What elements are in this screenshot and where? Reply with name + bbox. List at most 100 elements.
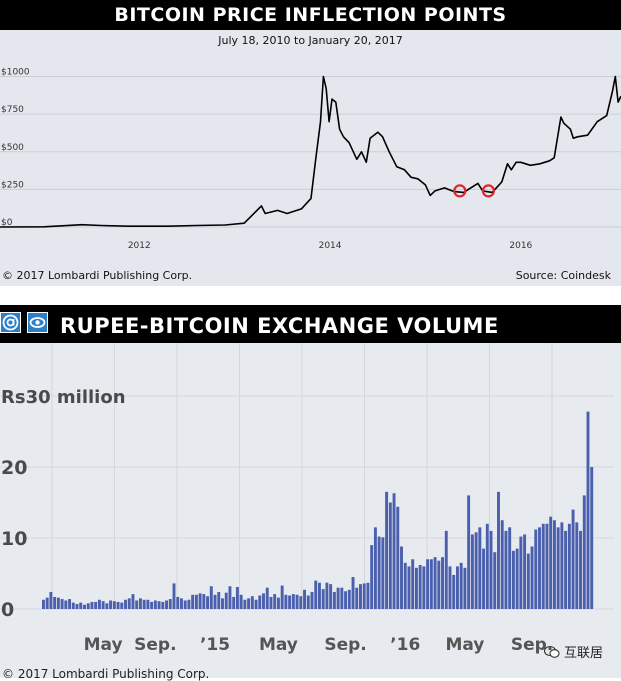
- volume-bar: [194, 594, 198, 609]
- volume-bar: [250, 596, 254, 609]
- volume-bar: [541, 523, 545, 609]
- volume-bar: [448, 566, 452, 609]
- volume-bar: [552, 520, 556, 609]
- volume-bar: [359, 584, 362, 609]
- price-y-tick-label: $1000: [1, 68, 30, 78]
- price-y-tick-label: $0: [1, 218, 13, 228]
- volume-bar: [306, 595, 310, 609]
- volume-bar: [79, 602, 83, 609]
- volume-bar: [209, 586, 213, 609]
- price-y-tick-label: $750: [1, 105, 24, 115]
- volume-y-tick-label: Rs30 million: [1, 387, 126, 408]
- volume-bar: [340, 587, 344, 609]
- volume-bar: [42, 599, 45, 609]
- volume-bar: [124, 599, 127, 609]
- volume-bar: [500, 520, 504, 609]
- volume-bar: [508, 527, 512, 609]
- volume-x-tick-label: May: [259, 635, 298, 655]
- price-y-tick-label: $250: [1, 180, 24, 190]
- volume-bar: [467, 495, 471, 609]
- volume-bar: [168, 599, 172, 609]
- volume-bar: [94, 601, 98, 609]
- volume-bar: [347, 589, 351, 609]
- volume-bar: [112, 601, 116, 609]
- volume-bar: [344, 591, 348, 609]
- volume-bar: [247, 598, 251, 609]
- volume-bar: [45, 597, 49, 609]
- volume-bar: [504, 530, 508, 609]
- volume-bar: [206, 596, 210, 609]
- volume-bar: [64, 600, 68, 609]
- volume-bar: [433, 557, 437, 609]
- volume-bar: [571, 509, 575, 609]
- volume-bar: [109, 600, 113, 609]
- volume-bar: [418, 564, 422, 609]
- volume-bar: [426, 559, 430, 609]
- volume-bar: [407, 566, 411, 609]
- volume-bar: [217, 591, 221, 609]
- volume-bar: [276, 597, 280, 609]
- volume-bar: [221, 598, 224, 609]
- volume-bar: [101, 601, 105, 609]
- volume-bar: [396, 506, 400, 609]
- volume-bar: [157, 601, 161, 609]
- volume-bar: [392, 493, 396, 609]
- volume-bar: [116, 601, 120, 609]
- volume-bar: [284, 594, 288, 609]
- volume-x-tick-label: Sep.: [511, 635, 553, 655]
- volume-bar: [83, 604, 86, 609]
- volume-bar: [329, 584, 333, 609]
- volume-bar: [590, 467, 594, 609]
- price-chart-title: BITCOIN PRICE INFLECTION POINTS: [0, 0, 621, 30]
- volume-x-tick-label: Sep.: [134, 635, 176, 655]
- volume-bar: [414, 567, 418, 609]
- volume-bar: [198, 593, 202, 609]
- volume-bar: [388, 502, 392, 609]
- volume-bar: [567, 523, 571, 609]
- inflection-point-marker: [453, 184, 467, 198]
- volume-bar: [291, 594, 295, 609]
- volume-bar: [579, 530, 582, 609]
- volume-bar: [474, 532, 478, 609]
- volume-bar: [60, 599, 64, 609]
- volume-bar: [183, 600, 187, 609]
- volume-bar: [131, 594, 135, 609]
- volume-bar: [310, 591, 314, 609]
- volume-bar: [470, 534, 474, 609]
- volume-bar: [575, 522, 579, 609]
- volume-bar: [105, 603, 109, 609]
- eye-icon: [27, 312, 48, 333]
- volume-bar: [120, 602, 124, 609]
- volume-bar: [280, 585, 284, 609]
- volume-bar: [385, 491, 389, 609]
- volume-bar: [258, 595, 262, 609]
- price-chart-subtitle: July 18, 2010 to January 20, 2017: [218, 34, 403, 47]
- volume-chart-title-bar: [0, 305, 621, 343]
- volume-bar: [97, 599, 101, 609]
- price-x-tick-label: 2012: [128, 241, 151, 251]
- a-icon: [0, 312, 21, 333]
- volume-bar: [86, 603, 90, 609]
- volume-bar: [560, 522, 564, 609]
- volume-bar: [526, 553, 530, 609]
- volume-bar: [336, 587, 340, 609]
- volume-bar: [381, 537, 385, 609]
- volume-bar: [90, 601, 94, 609]
- volume-bar: [497, 491, 500, 609]
- volume-bar: [153, 600, 157, 609]
- volume-bar: [262, 593, 265, 609]
- price-chart-copyright: © 2017 Lombardi Publishing Corp.: [2, 269, 193, 282]
- volume-bar: [582, 495, 586, 609]
- volume-bar: [351, 577, 355, 609]
- volume-bar: [314, 580, 318, 609]
- price-y-tick-label: $500: [1, 143, 24, 153]
- volume-bar: [265, 587, 269, 609]
- volume-bar: [530, 546, 534, 609]
- price-chart-panel: July 18, 2010 to January 20, 2017 $1000 $…: [0, 30, 621, 286]
- volume-bar: [224, 592, 228, 609]
- volume-bar: [49, 591, 53, 609]
- volume-bar: [485, 523, 489, 609]
- price-chart-source: Source: Coindesk: [515, 269, 611, 282]
- volume-bar: [269, 596, 273, 609]
- volume-bar: [429, 559, 433, 609]
